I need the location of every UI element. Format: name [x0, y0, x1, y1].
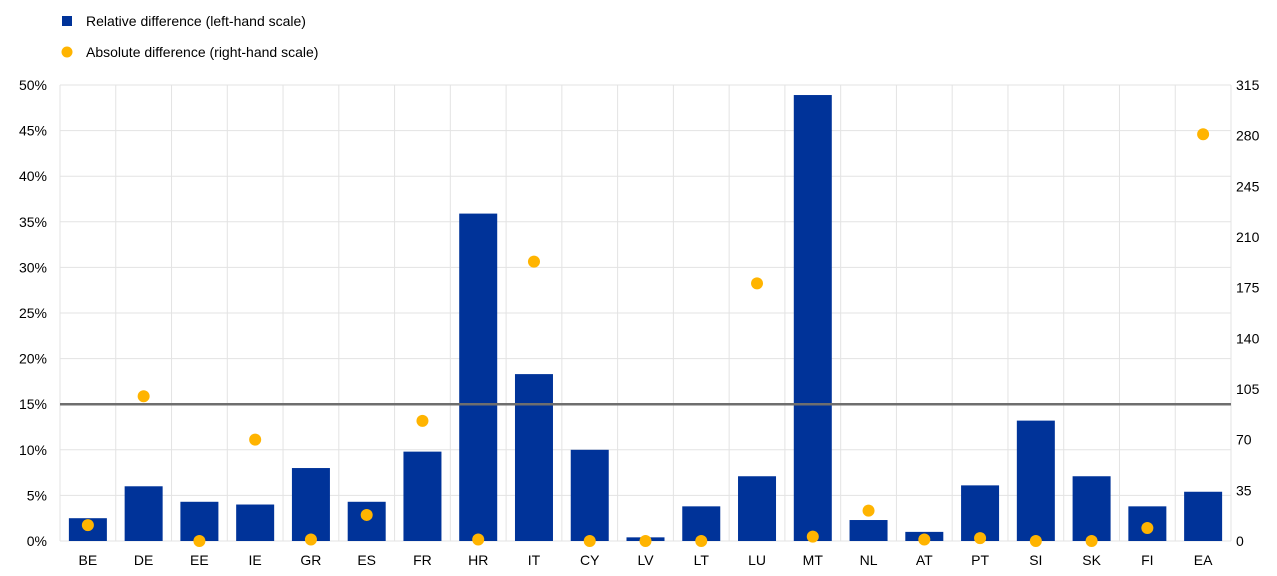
- category-label-hr: HR: [468, 552, 488, 568]
- left-tick-label: 0%: [27, 533, 47, 549]
- left-tick-label: 15%: [19, 396, 47, 412]
- category-label-ea: EA: [1194, 552, 1213, 568]
- category-label-lv: LV: [637, 552, 654, 568]
- category-label-fi: FI: [1141, 552, 1153, 568]
- category-label-ie: IE: [249, 552, 262, 568]
- category-label-mt: MT: [803, 552, 824, 568]
- dot-series: [81, 128, 1210, 547]
- right-tick-label: 0: [1236, 533, 1244, 549]
- dot-lt: [695, 535, 708, 547]
- right-tick-label: 245: [1236, 178, 1260, 194]
- bar-de: [124, 486, 163, 541]
- dot-ea: [1197, 128, 1210, 141]
- right-tick-label: 280: [1236, 128, 1260, 144]
- dot-lu: [751, 277, 764, 290]
- category-label-si: SI: [1029, 552, 1042, 568]
- category-label-pt: PT: [971, 552, 989, 568]
- bar-it: [514, 374, 553, 541]
- left-tick-label: 35%: [19, 214, 47, 230]
- dot-lv: [639, 535, 652, 547]
- dot-es: [360, 508, 373, 521]
- bar-lu: [738, 476, 777, 541]
- category-label-nl: NL: [860, 552, 878, 568]
- left-tick-label: 25%: [19, 305, 47, 321]
- dot-de: [137, 390, 150, 403]
- left-tick-label: 10%: [19, 442, 47, 458]
- right-tick-label: 140: [1236, 330, 1260, 346]
- bar-si: [1016, 420, 1055, 541]
- left-tick-label: 20%: [19, 351, 47, 367]
- bar-fr: [403, 451, 442, 541]
- left-axis: 0% 5% 10% 15% 20% 25% 30% 35% 40% 45% 50%: [19, 77, 47, 549]
- category-label-gr: GR: [300, 552, 321, 568]
- left-tick-label: 30%: [19, 259, 47, 275]
- bar-sk: [1072, 476, 1111, 541]
- category-label-de: DE: [134, 552, 153, 568]
- left-tick-label: 40%: [19, 168, 47, 184]
- bar-es: [347, 501, 386, 541]
- bar-hr: [459, 213, 498, 542]
- right-tick-label: 35: [1236, 482, 1252, 498]
- left-tick-label: 5%: [27, 487, 47, 503]
- dot-it: [527, 255, 540, 268]
- dot-ee: [193, 535, 206, 547]
- dot-be: [81, 519, 94, 532]
- legend-label-relative: Relative difference (left-hand scale): [86, 13, 306, 29]
- bar-mt: [793, 95, 832, 542]
- bar-cy: [570, 449, 609, 541]
- dot-fi: [1141, 521, 1154, 534]
- legend-label-absolute: Absolute difference (right-hand scale): [86, 44, 318, 60]
- dot-at: [918, 533, 931, 546]
- legend: Relative difference (left-hand scale) Ab…: [61, 13, 318, 60]
- right-tick-label: 315: [1236, 77, 1260, 93]
- dot-cy: [583, 535, 596, 547]
- legend-swatch-relative: [62, 16, 72, 26]
- dot-sk: [1085, 535, 1098, 547]
- category-label-lu: LU: [748, 552, 766, 568]
- category-label-cy: CY: [580, 552, 600, 568]
- right-axis: 0 35 70 105 140 175 210 245 280 315: [1236, 77, 1260, 549]
- right-tick-label: 175: [1236, 280, 1260, 296]
- dot-gr: [304, 533, 317, 546]
- x-axis: BE DE EE IE GR ES FR HR IT CY LV LT LU MT NL AT PT SI SK FI…: [79, 552, 1214, 568]
- dot-hr: [472, 533, 485, 546]
- dot-mt: [806, 530, 819, 543]
- dot-pt: [974, 532, 987, 545]
- bar-ea: [1184, 491, 1223, 541]
- category-label-lt: LT: [694, 552, 710, 568]
- category-label-fr: FR: [413, 552, 432, 568]
- left-tick-label: 50%: [19, 77, 47, 93]
- legend-swatch-absolute: [61, 46, 73, 58]
- gridlines: [59, 84, 1232, 542]
- category-label-it: IT: [528, 552, 541, 568]
- category-label-sk: SK: [1082, 552, 1101, 568]
- bar-ee: [180, 501, 219, 541]
- left-tick-label: 45%: [19, 123, 47, 139]
- bar-ie: [236, 504, 275, 541]
- right-tick-label: 70: [1236, 432, 1252, 448]
- category-label-ee: EE: [190, 552, 209, 568]
- bar-series: [68, 95, 1223, 542]
- category-label-at: AT: [916, 552, 933, 568]
- dot-nl: [862, 504, 875, 517]
- bar-pt: [961, 485, 1000, 541]
- bar-gr: [291, 468, 330, 541]
- bar-nl: [849, 520, 888, 541]
- right-tick-label: 210: [1236, 229, 1260, 245]
- category-label-es: ES: [357, 552, 376, 568]
- right-tick-label: 105: [1236, 381, 1260, 397]
- dot-si: [1029, 535, 1042, 547]
- category-label-be: BE: [79, 552, 98, 568]
- dot-fr: [416, 414, 429, 427]
- dot-ie: [249, 433, 262, 446]
